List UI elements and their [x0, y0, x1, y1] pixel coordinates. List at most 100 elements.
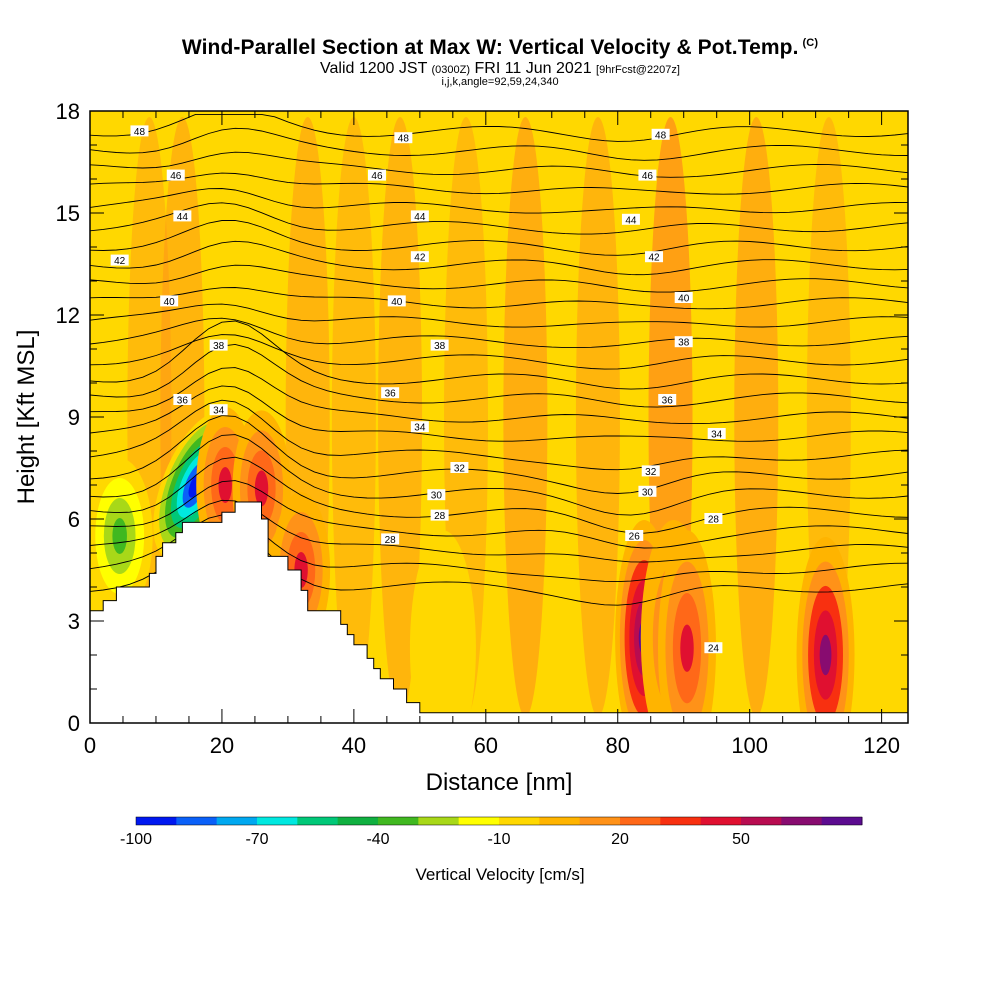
contour-label-box	[638, 169, 657, 181]
isentrope-43	[90, 202, 908, 235]
contour-label-box	[173, 394, 192, 405]
isentrope-40	[90, 264, 908, 293]
contour-label-box	[430, 509, 449, 521]
contour-label-8: 44	[621, 213, 640, 226]
velocity-core-3	[254, 470, 269, 507]
contour-label-15: 38	[209, 339, 228, 352]
contour-label-6: 44	[173, 210, 192, 223]
colorbar-swatch	[136, 817, 177, 825]
plot-border	[89, 110, 909, 724]
terrain-mask	[90, 501, 908, 723]
contour-label-text: 34	[711, 430, 723, 441]
colorbar-swatch	[579, 817, 621, 825]
velocity-core-0	[95, 478, 145, 594]
isentrope-48	[90, 113, 908, 142]
colorbar-tick-label: -10	[487, 831, 510, 848]
contour-label-7: 44	[410, 210, 429, 223]
contour-label-box	[387, 295, 406, 307]
velocity-core-3	[232, 410, 291, 567]
contour-label-text: 42	[114, 256, 126, 267]
contour-label-text: 28	[385, 535, 397, 546]
pot-temp-contour-labels: 48 48 48 46 46 46 44 44 44 42 42 42 40 40 40 38 38 38 36 36…	[110, 125, 726, 655]
contour-label-20: 36	[658, 394, 677, 407]
velocity-core-2	[203, 427, 247, 543]
contour-label-text: 44	[177, 212, 189, 223]
contour-label-24: 32	[450, 462, 469, 475]
copyright-mark: (C)	[802, 37, 819, 49]
isentrope-26	[90, 499, 908, 563]
velocity-core-8	[665, 561, 709, 723]
background-field	[90, 111, 908, 723]
contour-label-text: 36	[662, 396, 674, 407]
velocity-core-9	[802, 561, 849, 723]
contour-label-18: 36	[173, 394, 192, 407]
colorbar-tick-label: -100	[120, 831, 152, 848]
contour-label-3: 46	[166, 169, 185, 182]
contour-label-0: 48	[130, 125, 149, 138]
x-tick-label: 100	[731, 733, 768, 758]
colorbar-swatch	[741, 817, 782, 825]
isentrope-36	[90, 334, 908, 370]
contour-label-14: 40	[674, 292, 693, 305]
colorbar-swatch	[257, 817, 298, 825]
isentrope-29	[90, 434, 908, 516]
contour-label-text: 30	[431, 491, 443, 502]
contour-label-text: 38	[434, 341, 446, 352]
valid-date: FRI 11 Jun 2021	[474, 60, 592, 77]
contour-label-text: 38	[213, 341, 225, 352]
velocity-core-2	[196, 407, 255, 563]
contour-label-text: 48	[655, 130, 667, 141]
velocity-core-0	[103, 498, 136, 574]
colorbar-swatch	[418, 817, 460, 825]
contour-label-30: 28	[381, 533, 400, 546]
colorbar-swatch	[821, 817, 863, 825]
contour-label-text: 30	[642, 487, 654, 498]
contour-label-text: 48	[398, 134, 410, 145]
contour-label-text: 32	[645, 467, 657, 478]
contour-label-text: 40	[164, 297, 176, 308]
velocity-core-6	[634, 600, 655, 676]
isentrope-25	[90, 514, 908, 583]
contour-label-31: 26	[625, 530, 644, 543]
isentrope-27	[90, 480, 908, 549]
contour-label-13: 40	[387, 295, 406, 308]
velocity-band	[331, 117, 376, 717]
velocity-core-9	[808, 585, 843, 723]
contour-label-box	[410, 210, 429, 222]
isentrope-34	[90, 343, 908, 408]
contour-label-text: 44	[625, 215, 637, 226]
velocity-band	[285, 117, 330, 717]
velocity-core-0	[90, 458, 153, 614]
velocity-core-1	[159, 421, 232, 549]
contour-label-box	[674, 336, 693, 348]
y-tick-label: 18	[56, 99, 80, 124]
contour-label-23: 34	[707, 428, 726, 441]
colorbar-swatch	[620, 817, 661, 825]
isentrope-41	[90, 240, 908, 276]
contour-label-box	[367, 169, 386, 181]
contour-label-text: 46	[170, 171, 182, 182]
contour-label-25: 32	[641, 465, 660, 478]
colorbar-swatch	[176, 817, 218, 825]
isentrope-45	[90, 172, 908, 195]
velocity-core-9	[796, 537, 855, 723]
velocity-core-6	[619, 540, 669, 723]
velocity-core-8	[680, 624, 694, 672]
contour-label-text: 24	[708, 644, 720, 655]
contour-label-29: 28	[704, 513, 723, 526]
contour-label-text: 34	[213, 406, 225, 417]
y-tick-label: 3	[68, 609, 80, 634]
contour-label-box	[173, 210, 192, 222]
contour-label-text: 46	[371, 171, 383, 182]
contour-label-box	[410, 421, 429, 433]
contour-label-9: 42	[110, 254, 129, 267]
isentrope-37	[90, 317, 908, 349]
x-tick-label: 60	[474, 733, 498, 758]
velocity-core-2	[211, 447, 240, 523]
isentrope-42	[90, 219, 908, 256]
velocity-core-9	[813, 610, 838, 700]
velocity-core-6	[629, 580, 659, 696]
velocity-core-7	[664, 608, 683, 668]
contour-label-text: 28	[434, 511, 446, 522]
contour-label-text: 32	[454, 464, 466, 475]
